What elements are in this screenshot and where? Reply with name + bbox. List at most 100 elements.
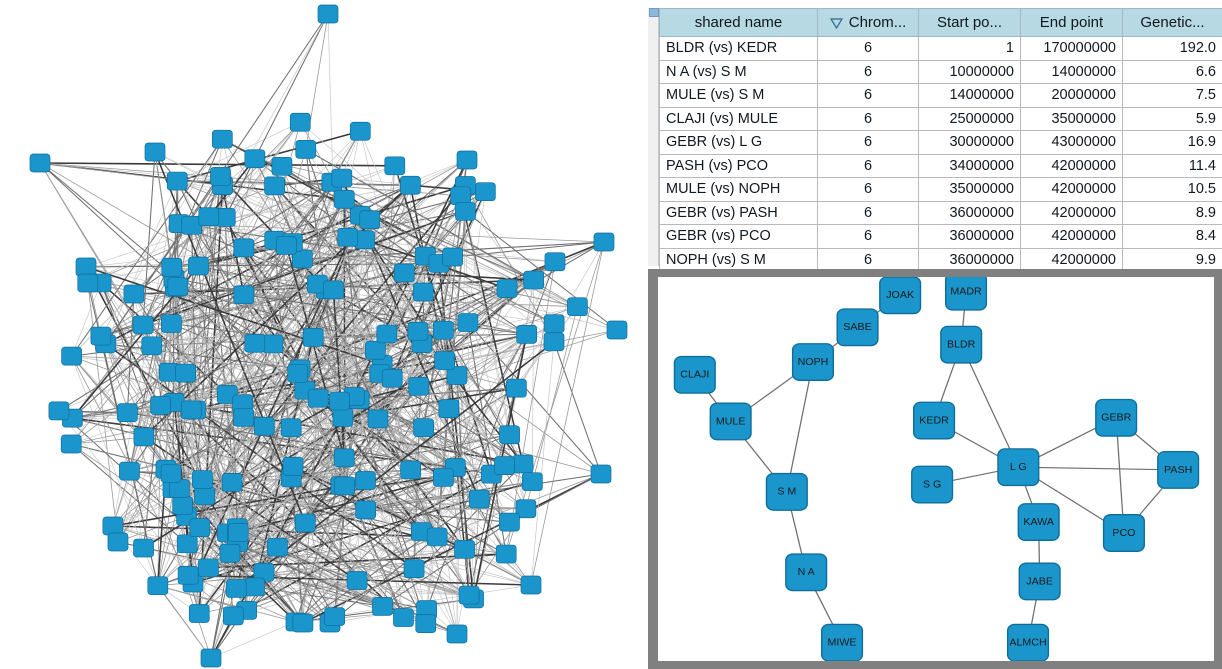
hairball-node[interactable] <box>331 168 353 188</box>
hairball-node[interactable] <box>403 559 425 579</box>
hairball-node[interactable] <box>413 418 434 438</box>
hairball-node[interactable] <box>194 486 216 506</box>
hairball-node[interactable] <box>432 320 454 340</box>
subnetwork-node-noph[interactable]: NOPH <box>791 343 835 381</box>
hairball-node[interactable] <box>606 320 628 340</box>
hairball-node[interactable] <box>180 400 202 420</box>
hairball-node[interactable] <box>141 336 163 356</box>
table-row[interactable]: GEBR (vs) L G 6 30000000 43000000 16.9 <box>659 130 1222 155</box>
subnetwork-node-claji[interactable]: CLAJI <box>673 355 716 394</box>
hairball-node[interactable] <box>381 368 403 388</box>
hairball-node[interactable] <box>271 156 293 176</box>
hairball-node[interactable] <box>355 500 377 520</box>
table-row[interactable]: BLDR (vs) KEDR 6 1 170000000 192.0 <box>659 36 1222 61</box>
column-header-genetic[interactable]: Genetic... <box>1122 8 1222 37</box>
subnetwork-node-mule[interactable]: MULE <box>709 402 752 441</box>
table-body[interactable]: BLDR (vs) KEDR 6 1 170000000 192.0 N A (vs) S… <box>659 36 1222 272</box>
hairball-node[interactable] <box>454 539 475 559</box>
table-row[interactable]: GEBR (vs) PASH 6 36000000 42000000 8.9 <box>659 200 1222 225</box>
hairball-node[interactable] <box>408 376 430 396</box>
subnetwork-node-almch[interactable]: ALMCH <box>1006 623 1050 661</box>
hairball-node[interactable] <box>376 324 398 344</box>
hairball-node[interactable] <box>456 150 478 170</box>
hairball-node[interactable] <box>198 558 219 578</box>
hairball-node[interactable] <box>282 456 304 476</box>
hairball-node[interactable] <box>233 408 255 427</box>
hairball-node[interactable] <box>161 314 182 333</box>
subnetwork-node-sabe[interactable]: SABE <box>836 308 879 347</box>
subnetwork-node-kedr[interactable]: KEDR <box>913 401 956 440</box>
hairball-node[interactable] <box>292 613 314 633</box>
hairball-node[interactable] <box>412 282 434 302</box>
hairball-node[interactable] <box>275 235 297 255</box>
subnetwork-node-l-g[interactable]: L G <box>997 448 1040 487</box>
subnetwork-node-kawa[interactable]: KAWA <box>1017 503 1060 541</box>
hairball-node[interactable] <box>434 351 456 370</box>
hairball-node[interactable] <box>365 340 386 360</box>
hairball-node[interactable] <box>267 537 288 557</box>
subnetwork-node-miwe[interactable]: MIWE <box>820 623 864 661</box>
subnetwork-canvas-area[interactable]: JOAK SABE NOPH CLAJI MULE S M N A MIWE MADR BLDR K… <box>658 277 1214 661</box>
hairball-node[interactable] <box>516 325 538 344</box>
hairball-node[interactable] <box>221 473 243 492</box>
hairball-node[interactable] <box>123 284 145 304</box>
hairball-node[interactable] <box>438 399 460 419</box>
hairball-node[interactable] <box>144 142 166 162</box>
column-header-start-point[interactable]: Start po... <box>918 8 1021 37</box>
hairball-node[interactable] <box>262 334 284 354</box>
hairball-node[interactable] <box>233 285 255 305</box>
hairball-node[interactable] <box>264 176 285 196</box>
hairball-node[interactable] <box>474 182 496 202</box>
hairball-node[interactable] <box>211 129 233 149</box>
subnetwork-canvas[interactable]: JOAK SABE NOPH CLAJI MULE S M N A MIWE MADR BLDR K… <box>658 277 1214 661</box>
hairball-node[interactable] <box>400 175 421 195</box>
hairball-node[interactable] <box>328 391 350 411</box>
hairball-node[interactable] <box>543 332 565 352</box>
hairball-node[interactable] <box>495 544 517 564</box>
hairball-node[interactable] <box>523 270 545 290</box>
hairball-node[interactable] <box>367 409 389 429</box>
table-row[interactable]: GEBR (vs) PCO 6 36000000 42000000 8.4 <box>659 224 1222 249</box>
hairball-node[interactable] <box>90 326 112 346</box>
table-row[interactable]: N A (vs) S M 6 10000000 14000000 6.6 <box>659 59 1222 84</box>
hairball-node[interactable] <box>302 328 324 347</box>
hairball-node[interactable] <box>324 607 346 626</box>
hairball-node[interactable] <box>61 346 82 366</box>
hairball-node[interactable] <box>499 425 520 445</box>
hairball-node[interactable] <box>198 207 220 227</box>
hairball-node[interactable] <box>295 140 317 159</box>
hairball-node[interactable] <box>147 576 169 596</box>
hairball-node[interactable] <box>60 434 82 454</box>
hairball-node[interactable] <box>415 614 437 633</box>
hairball-node[interactable] <box>150 396 172 415</box>
hairball-node[interactable] <box>332 408 354 427</box>
table-row[interactable]: MULE (vs) NOPH 6 35000000 42000000 10.5 <box>659 177 1222 202</box>
hairball-node[interactable] <box>372 596 393 616</box>
table-row[interactable]: NOPH (vs) S M 6 36000000 42000000 9.9 <box>659 247 1222 272</box>
hairball-node[interactable] <box>400 460 422 480</box>
hairball-node[interactable] <box>543 314 565 334</box>
hairball-node[interactable] <box>512 454 534 474</box>
hairball-network-canvas[interactable] <box>0 0 645 669</box>
table-row[interactable]: CLAJI (vs) MULE 6 25000000 35000000 5.9 <box>659 106 1222 131</box>
edge-table-panel[interactable]: shared name Chrom... Start po... End poi… <box>648 8 1222 272</box>
hairball-node[interactable] <box>48 401 70 421</box>
hairball-node[interactable] <box>189 518 211 538</box>
column-header-shared-name[interactable]: shared name <box>659 8 818 37</box>
hairball-node[interactable] <box>446 366 468 385</box>
hairball-node[interactable] <box>468 489 490 509</box>
hairball-node[interactable] <box>119 461 140 481</box>
hairball-node[interactable] <box>442 247 463 267</box>
hairball-node[interactable] <box>494 456 515 475</box>
hairball-node[interactable] <box>496 279 518 299</box>
hairball-network-panel[interactable] <box>0 0 645 669</box>
hairball-node[interactable] <box>446 624 468 644</box>
hairball-node[interactable] <box>280 418 302 438</box>
hairball-node[interactable] <box>29 153 51 173</box>
hairball-node[interactable] <box>457 313 479 332</box>
hairball-node[interactable] <box>349 121 371 141</box>
hairball-node[interactable] <box>253 416 275 436</box>
subnetwork-node-s-m[interactable]: S M <box>765 472 808 511</box>
hairball-node[interactable] <box>393 263 415 283</box>
hairball-node[interactable] <box>244 577 265 597</box>
